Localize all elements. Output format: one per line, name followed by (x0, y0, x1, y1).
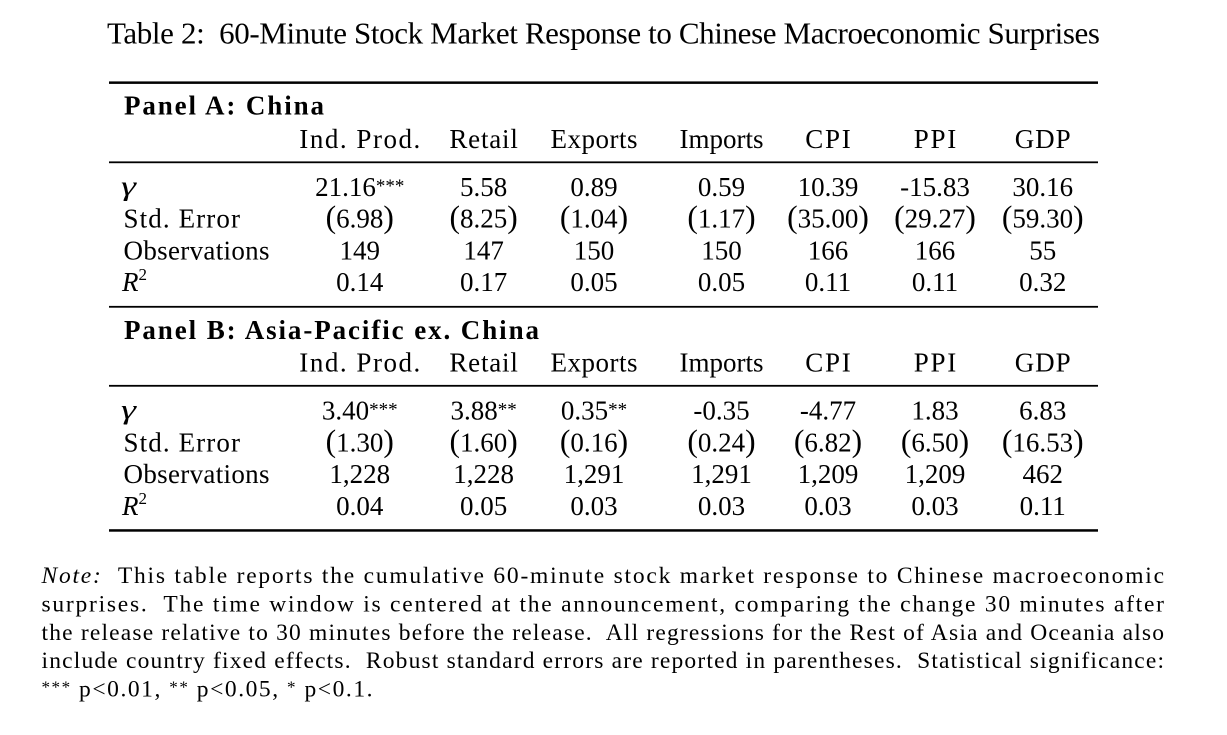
svg-text:(0.24): (0.24) (687, 423, 755, 458)
svg-text:150: 150 (574, 235, 615, 265)
svg-text:Exports: Exports (551, 124, 638, 154)
svg-text:166: 166 (808, 235, 849, 265)
svg-text:include country fixed effects.: include country fixed effects. Robust st… (42, 648, 1164, 674)
svg-text:3.40***: 3.40*** (322, 395, 398, 425)
svg-text:0.11: 0.11 (805, 267, 851, 297)
svg-text:(16.53): (16.53) (1002, 423, 1084, 458)
svg-text:(29.27): (29.27) (894, 200, 976, 235)
svg-text:1,291: 1,291 (564, 459, 625, 489)
svg-text:(1.17): (1.17) (687, 200, 755, 235)
svg-text:3.88**: 3.88** (450, 395, 516, 425)
svg-text:0.11: 0.11 (1020, 491, 1066, 521)
svg-text:(6.82): (6.82) (794, 423, 862, 458)
svg-text:Std. Error: Std. Error (124, 427, 241, 457)
svg-text:166: 166 (915, 235, 956, 265)
svg-text:(35.00): (35.00) (787, 200, 869, 235)
svg-text:147: 147 (463, 235, 504, 265)
svg-text:Panel A: China: Panel A: China (124, 90, 325, 120)
svg-text:0.03: 0.03 (911, 491, 958, 521)
svg-text:PPI: PPI (914, 124, 957, 154)
svg-text:CPI: CPI (805, 348, 851, 378)
svg-text:Imports: Imports (680, 348, 764, 378)
svg-text:Retail: Retail (449, 124, 517, 154)
svg-text:55: 55 (1029, 235, 1056, 265)
svg-text:0.04: 0.04 (336, 491, 384, 521)
svg-text:0.14: 0.14 (336, 267, 384, 297)
svg-text:0.05: 0.05 (460, 491, 507, 521)
svg-text:0.17: 0.17 (460, 267, 507, 297)
svg-text:1,228: 1,228 (453, 459, 514, 489)
svg-text:γ: γ (121, 394, 138, 424)
svg-text:(1.30): (1.30) (326, 423, 394, 458)
svg-text:6.83: 6.83 (1019, 395, 1066, 425)
svg-text:surprises. The time window is: surprises. The time window is centered a… (42, 591, 1165, 617)
svg-text:30.16: 30.16 (1012, 172, 1073, 202)
svg-text:Std. Error: Std. Error (124, 204, 241, 234)
svg-text:(59.30): (59.30) (1002, 200, 1084, 235)
svg-text:0.05: 0.05 (570, 267, 617, 297)
svg-text:150: 150 (701, 235, 742, 265)
svg-text:γ: γ (121, 171, 138, 201)
svg-text:Note: This table reports the: Note: This table reports the cumulative … (41, 563, 1165, 589)
svg-text:(6.98): (6.98) (326, 200, 394, 235)
svg-text:1,209: 1,209 (905, 459, 966, 489)
svg-text:Ind. Prod.: Ind. Prod. (299, 124, 420, 154)
svg-text:1.83: 1.83 (911, 395, 958, 425)
svg-text:0.03: 0.03 (804, 491, 851, 521)
svg-text:0.03: 0.03 (570, 491, 617, 521)
svg-text:GDP: GDP (1015, 348, 1071, 378)
svg-text:0.35**: 0.35** (561, 395, 627, 425)
svg-text:(6.50): (6.50) (901, 423, 969, 458)
svg-text:1,228: 1,228 (329, 459, 390, 489)
svg-text:Table 2: 60-Minute Stock Mark: Table 2: 60-Minute Stock Market Response… (107, 16, 1100, 51)
svg-text:Observations: Observations (124, 235, 270, 265)
svg-text:1,291: 1,291 (691, 459, 752, 489)
svg-text:(1.60): (1.60) (449, 423, 517, 458)
svg-text:0.89: 0.89 (570, 172, 617, 202)
svg-text:0.03: 0.03 (698, 491, 745, 521)
svg-text:10.39: 10.39 (798, 172, 859, 202)
svg-text:-15.83: -15.83 (900, 172, 970, 202)
svg-text:0.11: 0.11 (912, 267, 958, 297)
svg-text:Retail: Retail (449, 348, 517, 378)
svg-text:Imports: Imports (680, 124, 764, 154)
svg-text:(0.16): (0.16) (560, 423, 628, 458)
svg-text:Panel B: Asia-Pacific ex. Chin: Panel B: Asia-Pacific ex. China (124, 315, 540, 345)
svg-text:(8.25): (8.25) (449, 200, 517, 235)
svg-text:Exports: Exports (551, 348, 638, 378)
svg-text:Observations: Observations (124, 459, 270, 489)
svg-text:the release relative to 30 min: the release relative to 30 minutes befor… (42, 620, 1165, 646)
svg-text:-0.35: -0.35 (693, 395, 749, 425)
svg-text:-4.77: -4.77 (800, 395, 856, 425)
svg-text:CPI: CPI (805, 124, 851, 154)
svg-text:0.32: 0.32 (1019, 267, 1066, 297)
svg-text:462: 462 (1022, 459, 1063, 489)
svg-text:GDP: GDP (1015, 124, 1071, 154)
svg-text:PPI: PPI (914, 348, 957, 378)
svg-text:149: 149 (340, 235, 381, 265)
svg-text:*** p<0.01, ** p<0.05, * p<0.1: *** p<0.01, ** p<0.05, * p<0.1. (42, 677, 373, 703)
svg-text:5.58: 5.58 (460, 172, 507, 202)
svg-text:Ind. Prod.: Ind. Prod. (299, 348, 420, 378)
svg-text:0.59: 0.59 (698, 172, 745, 202)
svg-text:0.05: 0.05 (698, 267, 745, 297)
svg-text:1,209: 1,209 (798, 459, 859, 489)
svg-text:(1.04): (1.04) (560, 200, 628, 235)
